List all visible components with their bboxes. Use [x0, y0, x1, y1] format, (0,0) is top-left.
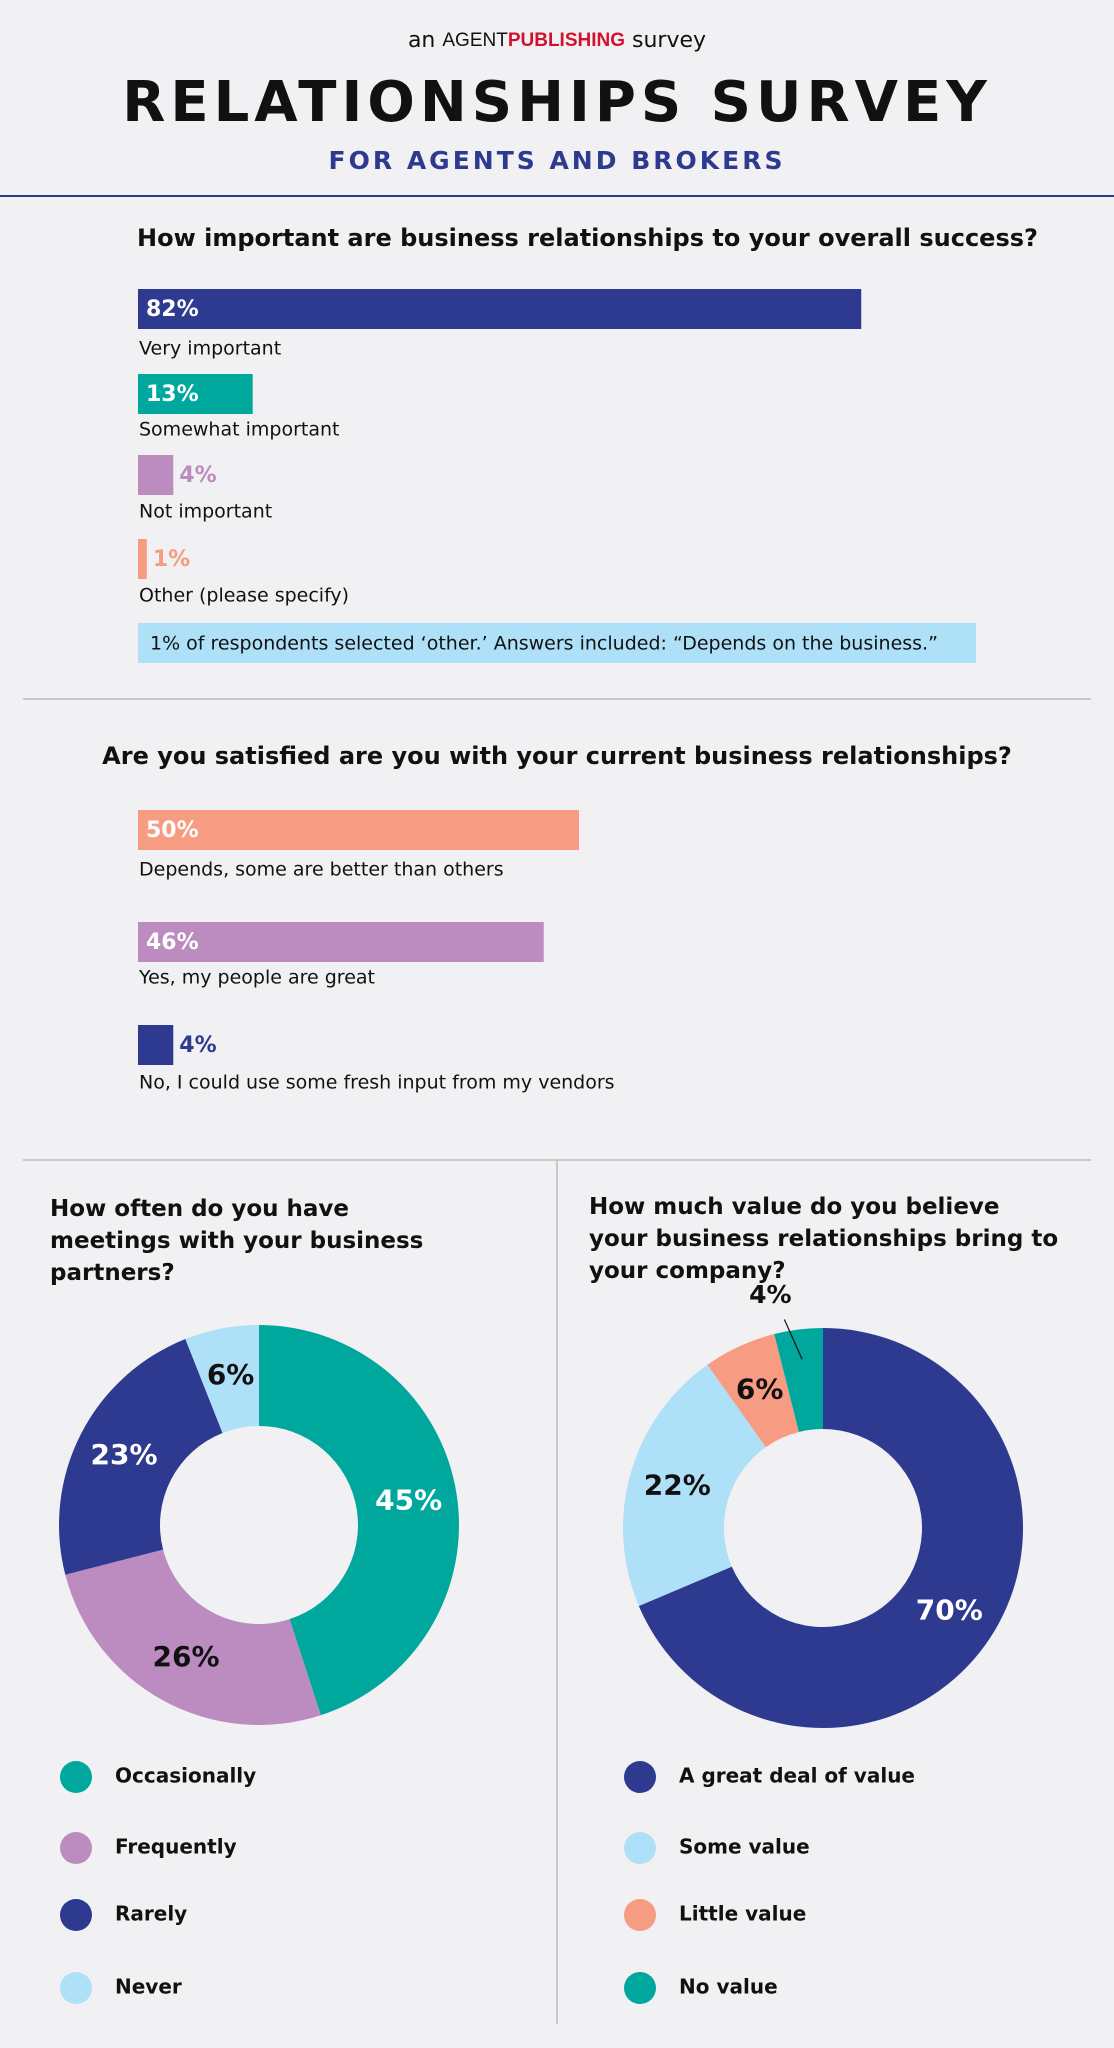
category-label: Yes, my people are great [138, 967, 375, 989]
donut-slice [774, 1328, 823, 1432]
bar [138, 539, 147, 579]
value-label: 23% [90, 1438, 157, 1471]
bar [138, 922, 544, 962]
value-label: 26% [152, 1640, 219, 1673]
donut-slice [65, 1549, 321, 1725]
chart-title: How important are business relationships… [137, 224, 1038, 252]
chart-title: How often do you have meetings with your… [50, 1196, 431, 1286]
legend-swatch [60, 1972, 92, 2004]
legend-swatch [60, 1899, 92, 1931]
legend-label: A great deal of value [679, 1764, 915, 1788]
category-label: Very important [139, 338, 281, 360]
bar [138, 810, 579, 850]
bar [138, 374, 253, 414]
category-label: Somewhat important [139, 419, 339, 441]
value-label: 4% [179, 463, 216, 488]
value-label: 50% [146, 818, 199, 843]
note: 1% of respondents selected ‘other.’ Answ… [150, 633, 938, 655]
value-label: 4% [749, 1280, 791, 1309]
chart-title: Are you satisfied are you with your curr… [102, 742, 1012, 770]
note-box [138, 623, 976, 663]
donut-slice [185, 1325, 259, 1433]
value-label: 13% [146, 382, 199, 407]
legend-label: Some value [679, 1835, 810, 1859]
legend-label: Occasionally [115, 1764, 256, 1788]
legend-label: Rarely [115, 1902, 187, 1926]
donut-slice [259, 1325, 459, 1716]
category-label: Not important [139, 501, 272, 523]
value-label: 22% [644, 1469, 711, 1502]
page-title: RELATIONSHIPS SURVEY [122, 70, 992, 135]
legend-label: No value [679, 1975, 778, 1999]
page-subtitle: FOR AGENTS AND BROKERS [329, 146, 786, 175]
chart-title: How much value do you believe your busin… [589, 1194, 1066, 1284]
donut-slice [707, 1334, 799, 1448]
legend-swatch [60, 1832, 92, 1864]
brand-line: an AGENTPUBLISHING survey [408, 28, 706, 53]
value-label: 6% [736, 1372, 784, 1405]
bar [138, 455, 174, 495]
legend-label: Never [115, 1975, 182, 1999]
category-label: Other (please specify) [139, 585, 349, 607]
donut-slice [638, 1328, 1024, 1728]
brand-pre: an [408, 28, 435, 53]
legend-label: Frequently [115, 1835, 237, 1859]
value-label: 82% [146, 297, 199, 322]
bar [138, 1025, 174, 1065]
brand-a: AGENT [442, 30, 508, 51]
value-label: 46% [146, 930, 199, 955]
bar [138, 289, 862, 329]
legend-swatch [60, 1761, 92, 1793]
category-label: No, I could use some fresh input from my… [139, 1072, 615, 1094]
value-label: 45% [375, 1483, 442, 1516]
value-label: 70% [916, 1594, 983, 1627]
value-label: 4% [179, 1033, 216, 1058]
legend-swatch [624, 1972, 656, 2004]
legend-swatch [624, 1899, 656, 1931]
donut-slice [58, 1339, 223, 1575]
legend-label: Little value [679, 1902, 806, 1926]
brand-b: PUBLISHING [508, 30, 625, 51]
category-label: Depends, some are better than others [139, 859, 504, 881]
leader-line [783, 1319, 803, 1360]
legend-swatch [624, 1761, 656, 1793]
brand-post: survey [632, 28, 706, 53]
donut-slice [623, 1364, 766, 1606]
value-label: 1% [153, 547, 190, 572]
value-label: 6% [207, 1358, 255, 1391]
legend-swatch [624, 1832, 656, 1864]
